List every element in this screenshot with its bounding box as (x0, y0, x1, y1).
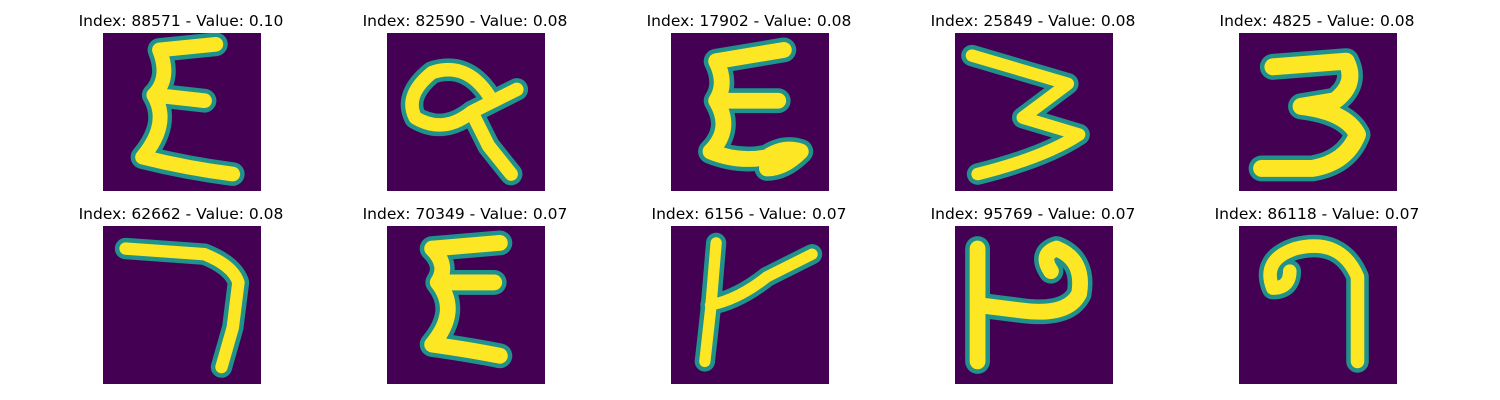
panel-title: Index: 4825 - Value: 0.08 (1219, 12, 1415, 30)
digit-image (955, 33, 1113, 191)
panel-title: Index: 86118 - Value: 0.07 (1214, 205, 1420, 223)
digit-image (387, 226, 545, 384)
digit-image (103, 33, 261, 191)
digit-image (955, 226, 1113, 384)
digit-image (1239, 226, 1397, 384)
panel-title: Index: 70349 - Value: 0.07 (362, 205, 568, 223)
digit-image (1239, 33, 1397, 191)
panel-title: Index: 62662 - Value: 0.08 (78, 205, 284, 223)
digit-image (103, 226, 261, 384)
panel-title: Index: 82590 - Value: 0.08 (362, 12, 568, 30)
panel-title: Index: 6156 - Value: 0.07 (651, 205, 847, 223)
panel-title: Index: 95769 - Value: 0.07 (930, 205, 1136, 223)
panel-title: Index: 17902 - Value: 0.08 (646, 12, 852, 30)
panel-title: Index: 88571 - Value: 0.10 (78, 12, 284, 30)
panel-title: Index: 25849 - Value: 0.08 (930, 12, 1136, 30)
digit-image (671, 33, 829, 191)
digit-image (671, 226, 829, 384)
digit-image (387, 33, 545, 191)
